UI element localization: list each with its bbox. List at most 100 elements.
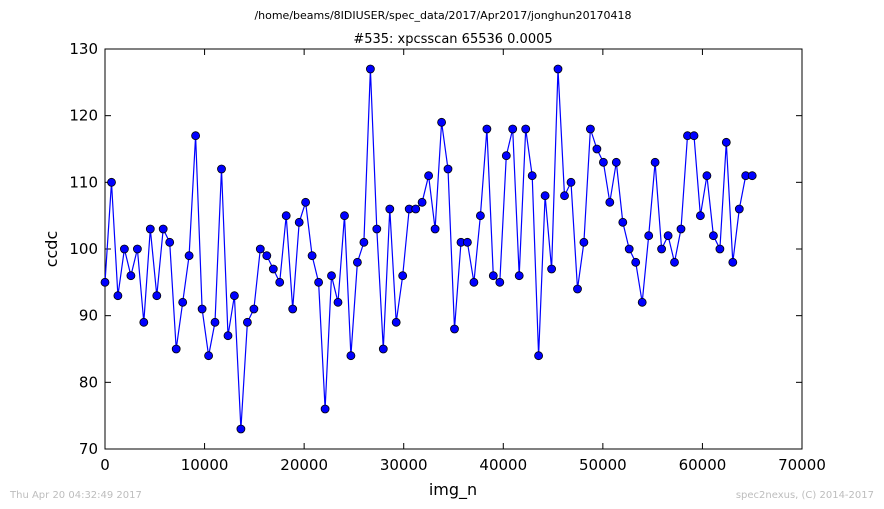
data-point bbox=[204, 351, 214, 361]
data-point bbox=[132, 244, 142, 254]
data-point bbox=[100, 277, 110, 287]
data-points bbox=[100, 64, 757, 434]
data-point bbox=[676, 224, 686, 234]
data-point bbox=[372, 224, 382, 234]
x-tick-label: 10000 bbox=[181, 456, 229, 474]
data-point bbox=[469, 277, 479, 287]
data-point bbox=[514, 271, 524, 281]
data-point bbox=[391, 317, 401, 327]
data-point bbox=[689, 131, 699, 141]
data-point bbox=[488, 271, 498, 281]
data-point bbox=[236, 424, 246, 434]
data-point bbox=[184, 251, 194, 261]
axis-ticks bbox=[104, 48, 803, 450]
data-point bbox=[430, 224, 440, 234]
data-point bbox=[709, 231, 718, 241]
data-point bbox=[191, 131, 201, 141]
data-point bbox=[637, 297, 647, 307]
data-point bbox=[139, 317, 149, 327]
data-point bbox=[721, 137, 731, 147]
data-point bbox=[378, 344, 388, 354]
data-point bbox=[728, 257, 738, 267]
data-point bbox=[599, 157, 608, 167]
data-point bbox=[346, 351, 356, 361]
data-point bbox=[566, 177, 576, 187]
data-point bbox=[437, 117, 447, 127]
data-point bbox=[171, 344, 181, 354]
data-point bbox=[560, 191, 569, 201]
data-point bbox=[126, 271, 136, 281]
y-tick-label: 130 bbox=[69, 40, 98, 58]
y-tick-label: 90 bbox=[79, 307, 98, 325]
data-point bbox=[702, 171, 712, 181]
data-point bbox=[417, 197, 427, 207]
data-point bbox=[482, 124, 492, 134]
data-point bbox=[592, 144, 602, 154]
series-line bbox=[104, 68, 753, 430]
data-point bbox=[255, 244, 265, 254]
data-point bbox=[495, 277, 505, 287]
data-point bbox=[178, 297, 188, 307]
data-point bbox=[223, 331, 233, 341]
figure-path-title: /home/beams/8IDIUSER/spec_data/2017/Apr2… bbox=[254, 9, 631, 22]
data-point bbox=[747, 171, 757, 181]
data-point bbox=[333, 297, 343, 307]
chart-title: #535: xpcsscan 65536 0.0005 bbox=[353, 32, 552, 47]
data-point bbox=[113, 291, 123, 301]
data-point bbox=[424, 171, 434, 181]
data-point bbox=[242, 317, 252, 327]
data-point bbox=[657, 244, 666, 254]
x-tick-label: 60000 bbox=[679, 456, 727, 474]
data-point bbox=[352, 257, 362, 267]
y-tick-labels: 70 80 90 100 110 120 130 bbox=[69, 40, 98, 458]
data-point bbox=[327, 271, 336, 281]
y-tick-label: 80 bbox=[79, 373, 98, 391]
x-axis-label: img_n bbox=[429, 480, 477, 500]
x-tick-label: 70000 bbox=[778, 456, 826, 474]
data-point bbox=[217, 164, 226, 174]
data-point bbox=[385, 204, 395, 214]
data-point bbox=[631, 257, 641, 267]
data-point bbox=[696, 211, 705, 221]
y-tick-label: 120 bbox=[69, 107, 98, 125]
data-point bbox=[553, 64, 563, 74]
data-point bbox=[340, 211, 349, 221]
data-point bbox=[618, 217, 628, 227]
data-point bbox=[294, 217, 304, 227]
data-point bbox=[165, 237, 175, 247]
data-point bbox=[605, 197, 615, 207]
data-point bbox=[443, 164, 453, 174]
data-point bbox=[275, 277, 285, 287]
data-point bbox=[107, 177, 116, 187]
data-point bbox=[573, 284, 582, 294]
data-point bbox=[320, 404, 330, 414]
data-point bbox=[145, 224, 155, 234]
data-point bbox=[462, 237, 472, 247]
data-point bbox=[534, 351, 543, 361]
x-tick-label: 50000 bbox=[579, 456, 627, 474]
data-point bbox=[411, 204, 421, 214]
data-point bbox=[540, 191, 550, 201]
data-point bbox=[734, 204, 744, 214]
data-point bbox=[579, 237, 589, 247]
data-point bbox=[547, 264, 556, 274]
x-tick-label: 40000 bbox=[479, 456, 527, 474]
data-point bbox=[268, 264, 278, 274]
x-tick-labels: 0 10000 20000 30000 40000 50000 60000 70000 bbox=[100, 456, 826, 474]
data-point bbox=[281, 211, 291, 221]
data-point bbox=[398, 271, 408, 281]
x-tick-label: 30000 bbox=[380, 456, 428, 474]
data-point bbox=[301, 197, 311, 207]
footer-credit: spec2nexus, (C) 2014-2017 bbox=[736, 490, 874, 501]
data-point bbox=[120, 244, 129, 254]
data-point bbox=[611, 157, 621, 167]
data-point bbox=[288, 304, 298, 314]
data-point bbox=[644, 231, 654, 241]
x-tick-label: 20000 bbox=[280, 456, 328, 474]
data-point bbox=[152, 291, 162, 301]
data-point bbox=[715, 244, 725, 254]
data-point bbox=[475, 211, 485, 221]
data-point bbox=[249, 304, 259, 314]
